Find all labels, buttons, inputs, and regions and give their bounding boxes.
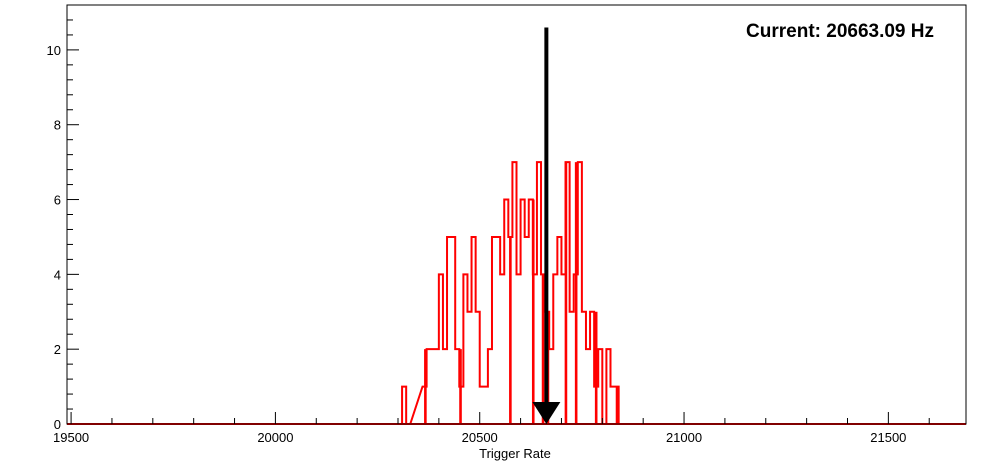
label-layer: 19500 20000 20500 21000 21500 0 2 4 6 8 10 — [47, 43, 907, 445]
x-tick-label: 20500 — [462, 430, 498, 445]
y-tick-label: 4 — [54, 267, 61, 282]
histogram-bin — [598, 349, 602, 424]
histogram-bin — [472, 237, 476, 424]
marker-arrow-head — [532, 402, 561, 424]
y-tick-label: 10 — [47, 43, 61, 58]
x-tick-label: 20000 — [257, 430, 293, 445]
histogram-bin — [488, 349, 492, 424]
histogram-bin — [537, 162, 541, 424]
histogram-bin — [427, 349, 431, 424]
histogram-bin — [521, 200, 525, 424]
histogram-bin — [484, 387, 488, 424]
histogram-bin — [496, 237, 500, 424]
histogram-bin — [570, 312, 574, 424]
histogram-bin — [476, 312, 480, 424]
x-tick-label: 21000 — [666, 430, 702, 445]
histogram-bin — [443, 349, 447, 424]
histogram-bin — [512, 162, 516, 424]
histogram-bin — [504, 200, 508, 424]
histogram-bin — [590, 312, 594, 424]
histogram-bin — [480, 387, 484, 424]
histogram-bin — [431, 349, 435, 424]
histogram-bin — [500, 274, 504, 424]
y-tick-label: 8 — [54, 118, 61, 133]
y-tick-label: 6 — [54, 193, 61, 208]
marker-layer — [532, 27, 561, 424]
x-tick-label: 19500 — [53, 430, 89, 445]
x-axis-title: Trigger Rate — [479, 446, 551, 461]
histogram-bin — [578, 162, 582, 424]
x-tick-label: 21500 — [870, 430, 906, 445]
axis-layer — [66, 4, 967, 425]
histogram-bin — [610, 387, 614, 424]
histogram-bin — [582, 312, 586, 424]
histogram-bin — [517, 274, 521, 424]
histogram-bin — [439, 274, 443, 424]
current-rate-annotation: Current: 20663.09 Hz — [746, 21, 934, 42]
histogram-bin — [447, 237, 451, 424]
histogram-bin — [525, 237, 529, 424]
y-tick-label: 2 — [54, 342, 61, 357]
histogram-bin — [606, 349, 610, 424]
histogram-bin — [557, 237, 561, 424]
histogram-outline — [401, 161, 623, 425]
histogram-bin — [467, 312, 471, 424]
histogram-bin — [402, 387, 406, 424]
y-tick-label: 0 — [54, 417, 61, 432]
histogram-bin — [435, 349, 439, 424]
histogram-bin — [492, 237, 496, 424]
histogram-bin — [451, 237, 455, 424]
histogram-bin — [586, 349, 590, 424]
histogram-bin — [553, 274, 557, 424]
histogram-bin — [463, 274, 467, 424]
histogram-bin — [455, 349, 459, 424]
